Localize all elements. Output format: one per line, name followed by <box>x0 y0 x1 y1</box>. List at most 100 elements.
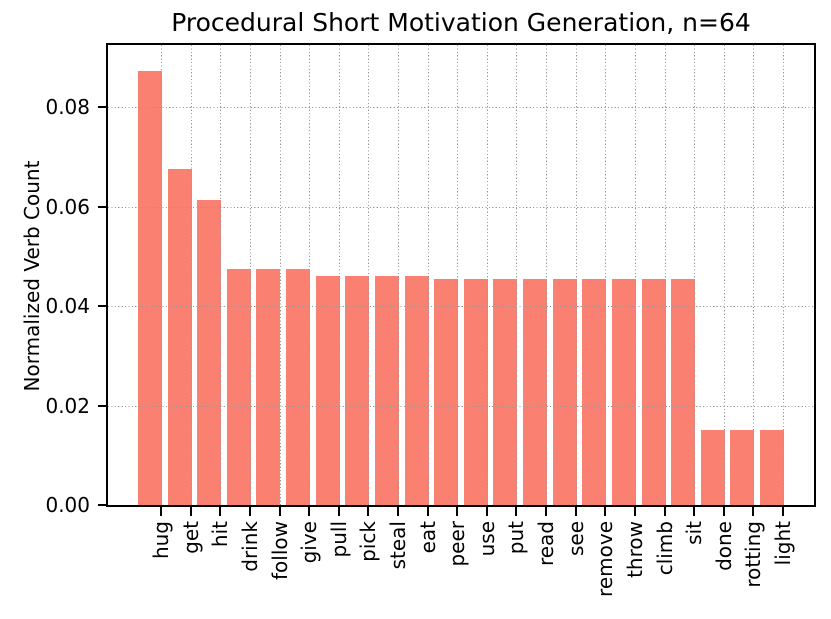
x-tick-label-text-drink: drink <box>237 521 262 572</box>
gridline-x-see <box>575 45 577 505</box>
x-tick-climb <box>663 507 666 516</box>
gridline-y-0.08 <box>108 107 814 109</box>
x-tick-label-text-steal: steal <box>386 521 410 570</box>
x-tick-drink <box>248 507 251 516</box>
bar-sit <box>671 278 696 505</box>
bar-follow <box>256 268 281 505</box>
bar-climb <box>641 278 666 505</box>
plot-area <box>106 43 816 507</box>
x-tick-label-text-hug: hug <box>149 521 173 560</box>
x-tick-pick <box>367 507 370 516</box>
chart-title: Procedural Short Motivation Generation, … <box>171 8 751 37</box>
y-tick-label-0.06: 0.06 <box>45 194 90 219</box>
bar-see <box>552 278 577 505</box>
y-tick-0.06 <box>98 205 106 208</box>
gridline-x-remove <box>605 45 607 505</box>
bar-hug <box>138 71 162 505</box>
bar-pick <box>345 275 370 505</box>
x-tick-use <box>485 507 488 516</box>
gridline-x-pull <box>338 45 340 505</box>
x-tick-steal <box>397 507 399 516</box>
x-tick-hug <box>160 507 162 516</box>
x-tick-read <box>545 507 548 516</box>
gridline-x-sit <box>694 45 696 505</box>
x-tick-pull <box>337 507 340 516</box>
gridline-x-light <box>783 45 784 505</box>
gridline-x-peer <box>457 45 459 505</box>
x-tick-remove <box>604 507 607 516</box>
x-tick-label-text-use: use <box>474 521 499 557</box>
x-tick-label-text-done: done <box>711 521 736 571</box>
bar-pull <box>315 275 340 505</box>
gridline-x-rotting <box>753 45 755 505</box>
x-tick-label-text-peer: peer <box>445 521 470 567</box>
bar-put <box>493 278 518 505</box>
bar-rotting <box>730 429 755 505</box>
gridline-x-throw <box>634 45 636 505</box>
bar-light <box>760 429 785 505</box>
bar-get <box>167 169 192 505</box>
x-tick-see <box>574 507 577 516</box>
x-tick-hit <box>219 507 222 516</box>
x-tick-give <box>308 507 311 516</box>
x-tick-done <box>722 507 725 516</box>
x-tick-label-text-get: get <box>178 521 203 554</box>
y-tick-0.02 <box>98 404 106 407</box>
x-tick-label-text-pull: pull <box>326 521 351 558</box>
x-tick-eat <box>426 507 429 516</box>
gridline-x-steal <box>398 45 399 505</box>
y-tick-label-0.08: 0.08 <box>45 95 90 120</box>
bar-peer <box>434 278 459 505</box>
bar-read <box>523 278 548 505</box>
x-tick-light <box>782 507 784 516</box>
gridline-x-hit <box>220 45 222 505</box>
x-tick-rotting <box>752 507 755 516</box>
x-tick-label-text-see: see <box>563 521 588 557</box>
gridline-x-put <box>516 45 518 505</box>
gridline-x-get <box>190 45 192 505</box>
bar-use <box>463 278 488 505</box>
x-tick-label-text-eat: eat <box>415 521 440 554</box>
x-tick-label-text-rotting: rotting <box>741 521 766 588</box>
bar-done <box>700 429 725 505</box>
gridline-x-read <box>546 45 548 505</box>
x-tick-label-text-give: give <box>297 521 322 564</box>
gridline-x-eat <box>427 45 429 505</box>
x-tick-label-text-pick: pick <box>356 521 381 562</box>
x-tick-get <box>189 507 192 516</box>
bar-drink <box>226 268 251 505</box>
x-tick-peer <box>456 507 459 516</box>
gridline-x-drink <box>249 45 251 505</box>
bar-throw <box>611 278 636 505</box>
x-tick-put <box>515 507 518 516</box>
gridline-y-0.04 <box>108 306 814 308</box>
gridline-x-use <box>486 45 488 505</box>
x-tick-label-text-sit: sit <box>682 521 707 545</box>
y-tick-label-0.02: 0.02 <box>45 393 90 418</box>
gridline-x-climb <box>664 45 666 505</box>
x-tick-label-text-remove: remove <box>593 521 618 597</box>
bar-hit <box>197 199 222 505</box>
gridline-x-hug <box>161 45 162 505</box>
bar-steal <box>374 275 399 505</box>
x-tick-sit <box>693 507 696 516</box>
gridline-x-done <box>723 45 725 505</box>
y-tick-label-0.00: 0.00 <box>45 493 90 517</box>
x-tick-label-text-climb: climb <box>652 521 677 576</box>
bar-give <box>286 268 311 505</box>
bar-eat <box>404 275 429 505</box>
x-tick-label-text-light: light <box>771 521 795 566</box>
x-tick-label-text-read: read <box>534 521 559 567</box>
y-tick-0.04 <box>98 305 106 308</box>
y-tick-label-0.04: 0.04 <box>45 294 90 319</box>
gridline-y-0.02 <box>108 405 814 407</box>
x-tick-throw <box>633 507 636 516</box>
gridline-x-give <box>309 45 311 505</box>
gridline-x-follow <box>279 45 281 505</box>
y-tick-0.08 <box>98 106 106 109</box>
x-tick-label-text-throw: throw <box>622 521 647 578</box>
x-tick-label-text-hit: hit <box>208 521 233 548</box>
x-tick-label-text-follow: follow <box>267 521 292 580</box>
y-tick-0.00 <box>98 504 106 506</box>
